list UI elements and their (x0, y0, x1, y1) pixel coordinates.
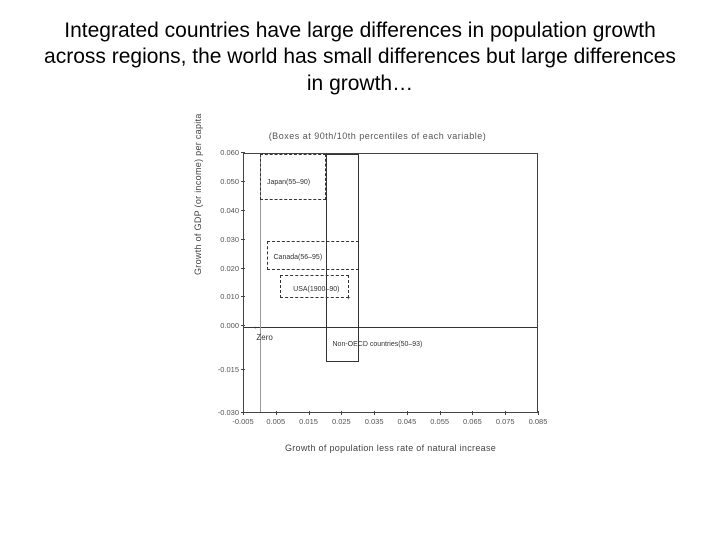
zero-label: Zero (256, 333, 272, 342)
x-tick: 0.005 (261, 417, 291, 426)
zero-arrow-icon: ← (252, 322, 261, 331)
x-tick: -0.005 (228, 417, 258, 426)
slide: Integrated countries have large differen… (0, 0, 720, 540)
y-axis-label: Growth of GDP (or income) per capita (193, 113, 203, 275)
x-tick: 0.045 (392, 417, 422, 426)
box-label-canada: Canada(56–95) (274, 254, 323, 261)
y-tick: 0.000 (209, 321, 239, 330)
y-tick: 0.030 (209, 235, 239, 244)
x-tick: 0.085 (523, 417, 553, 426)
x-tick: 0.055 (425, 417, 455, 426)
box-nonoecd (326, 154, 359, 362)
x-axis-label: Growth of population less rate of natura… (243, 443, 538, 453)
chart-subtitle: (Boxes at 90th/10th percentiles of each … (195, 131, 560, 141)
slide-title: Integrated countries have large differen… (40, 18, 680, 97)
y-tick: 0.060 (209, 148, 239, 157)
chart: (Boxes at 90th/10th percentiles of each … (195, 125, 560, 455)
x-tick: 0.035 (359, 417, 389, 426)
x-tick: 0.025 (326, 417, 356, 426)
y-tick: 0.020 (209, 264, 239, 273)
box-label-nonoecd: Non-OECD countries(50–93) (333, 341, 423, 348)
y-tick: -0.030 (209, 408, 239, 417)
x-tick: 0.075 (490, 417, 520, 426)
zero-line-horizontal (244, 327, 537, 328)
x-tick: 0.015 (294, 417, 324, 426)
plot-area: Zero←Japan(55–90)Canada(56–95)USA(1900–9… (243, 153, 538, 413)
x-tick: 0.065 (457, 417, 487, 426)
y-tick: 0.040 (209, 206, 239, 215)
marker-cross-icon: + (346, 293, 351, 302)
y-tick: 0.010 (209, 292, 239, 301)
y-tick: -0.015 (209, 365, 239, 374)
box-label-japan: Japan(55–90) (267, 179, 310, 186)
box-japan (260, 154, 326, 200)
y-tick: 0.050 (209, 177, 239, 186)
